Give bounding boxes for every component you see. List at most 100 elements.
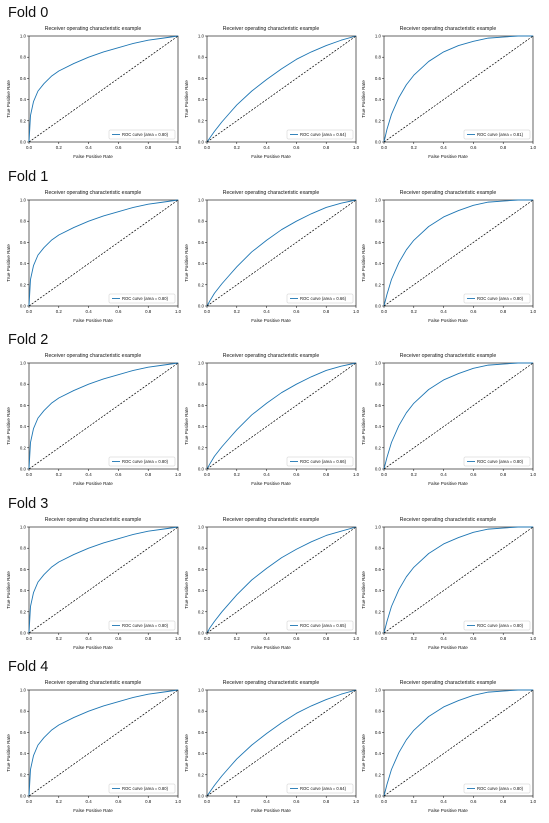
x-tick-label: 0.8 bbox=[500, 799, 507, 804]
roc-curve-line bbox=[28, 689, 179, 797]
y-tick-label: 0.0 bbox=[198, 467, 205, 472]
x-tick-label: 0.2 bbox=[411, 309, 418, 314]
y-tick-label: 1.0 bbox=[375, 688, 382, 693]
roc-panel: Receiver operating characteristic exampl… bbox=[361, 680, 537, 818]
plot-area: 0.0 0.2 0.4 0.6 0.8 1.0 0.0 0.2 0.4 0.6 0.8 1.0 ROC … bbox=[198, 361, 360, 478]
x-tick-label: 0.2 bbox=[56, 145, 63, 150]
y-tick-label: 1.0 bbox=[198, 361, 205, 366]
y-tick-label: 0.8 bbox=[20, 219, 27, 224]
plot-area: 0.0 0.2 0.4 0.6 0.8 1.0 0.0 0.2 0.4 0.6 0.8 1.0 ROC … bbox=[375, 198, 537, 315]
x-tick-label: 1.0 bbox=[353, 309, 360, 314]
x-tick-label: 0.4 bbox=[86, 309, 93, 314]
legend-label: ROC curve (area = 0.80) bbox=[122, 132, 169, 137]
y-tick-label: 0.8 bbox=[375, 55, 382, 60]
x-tick-label: 0.8 bbox=[323, 799, 330, 804]
x-tick-label: 0.2 bbox=[411, 472, 418, 477]
y-tick-label: 1.0 bbox=[198, 34, 205, 39]
x-tick-label: 0.0 bbox=[26, 636, 33, 641]
plot-area: 0.0 0.2 0.4 0.6 0.8 1.0 0.0 0.2 0.4 0.6 0.8 1.0 ROC … bbox=[375, 525, 537, 642]
y-tick-label: 0.6 bbox=[198, 567, 205, 572]
y-tick-label: 0.6 bbox=[198, 403, 205, 408]
chart-title: Receiver operating characteristic exampl… bbox=[399, 353, 497, 359]
y-tick-label: 0.2 bbox=[375, 118, 382, 123]
y-tick-label: 0.0 bbox=[198, 794, 205, 799]
x-tick-label: 0.2 bbox=[234, 636, 241, 641]
y-tick-label: 0.2 bbox=[375, 772, 382, 777]
x-axis-label: False Positive Rate bbox=[73, 645, 113, 650]
legend-label: ROC curve (area = 0.66) bbox=[300, 459, 347, 464]
chart-title: Receiver operating characteristic exampl… bbox=[399, 680, 497, 686]
y-tick-label: 1.0 bbox=[20, 198, 27, 203]
y-tick-label: 0.6 bbox=[198, 76, 205, 81]
chart-title: Receiver operating characteristic exampl… bbox=[44, 353, 142, 359]
roc-panel: Receiver operating characteristic exampl… bbox=[361, 517, 537, 655]
axes-frame bbox=[383, 689, 534, 797]
y-tick-label: 0.8 bbox=[198, 55, 205, 60]
y-tick-label: 0.8 bbox=[20, 546, 27, 551]
legend-box bbox=[463, 783, 531, 794]
roc-panel: Receiver operating characteristic exampl… bbox=[184, 517, 360, 655]
roc-curve-line bbox=[206, 362, 357, 470]
x-tick-label: 0.6 bbox=[115, 472, 122, 477]
axes-frame bbox=[383, 362, 534, 470]
y-tick-label: 0.8 bbox=[20, 709, 27, 714]
roc-curve-line bbox=[383, 199, 533, 307]
roc-curve-line bbox=[206, 689, 357, 797]
chart-title: Receiver operating characteristic exampl… bbox=[222, 26, 320, 32]
x-axis-label: False Positive Rate bbox=[73, 318, 113, 323]
roc-panel: Receiver operating characteristic exampl… bbox=[361, 190, 537, 328]
x-axis-label: False Positive Rate bbox=[251, 645, 291, 650]
x-tick-label: 0.4 bbox=[86, 472, 93, 477]
plot-area: 0.0 0.2 0.4 0.6 0.8 1.0 0.0 0.2 0.4 0.6 0.8 1.0 ROC … bbox=[375, 361, 537, 478]
y-tick-label: 0.2 bbox=[20, 445, 27, 450]
chart-title: Receiver operating characteristic exampl… bbox=[44, 680, 142, 686]
x-tick-label: 0.4 bbox=[86, 799, 93, 804]
y-tick-label: 1.0 bbox=[375, 198, 382, 203]
x-tick-label: 0.0 bbox=[381, 472, 388, 477]
y-tick-label: 1.0 bbox=[375, 361, 382, 366]
plot-area: 0.0 0.2 0.4 0.6 0.8 1.0 0.0 0.2 0.4 0.6 0.8 1.0 ROC … bbox=[20, 198, 182, 315]
x-tick-label: 0.4 bbox=[441, 799, 448, 804]
x-tick-label: 1.0 bbox=[530, 309, 537, 314]
roc-curve-line bbox=[383, 35, 533, 143]
legend-box bbox=[286, 129, 354, 140]
axes-frame bbox=[28, 526, 179, 634]
roc-panel: Receiver operating characteristic exampl… bbox=[184, 26, 360, 164]
chance-diagonal-line bbox=[383, 199, 534, 307]
roc-curve-line bbox=[206, 526, 357, 634]
axes-frame bbox=[206, 362, 357, 470]
plot-area: 0.0 0.2 0.4 0.6 0.8 1.0 0.0 0.2 0.4 0.6 0.8 1.0 ROC … bbox=[375, 688, 537, 805]
roc-panel: Receiver operating characteristic exampl… bbox=[6, 26, 182, 164]
y-tick-label: 0.4 bbox=[20, 424, 27, 429]
x-tick-label: 1.0 bbox=[353, 472, 360, 477]
roc-curve-line bbox=[28, 362, 179, 470]
x-tick-label: 0.0 bbox=[204, 636, 211, 641]
x-tick-label: 0.2 bbox=[234, 799, 241, 804]
fold-label: Fold 2 bbox=[8, 332, 49, 348]
axes-frame bbox=[28, 199, 179, 307]
chance-diagonal-line bbox=[206, 526, 357, 634]
x-tick-label: 0.8 bbox=[500, 472, 507, 477]
y-tick-label: 0.0 bbox=[198, 304, 205, 309]
x-tick-label: 0.8 bbox=[323, 636, 330, 641]
legend-label: ROC curve (area = 0.80) bbox=[477, 623, 524, 628]
x-tick-label: 0.6 bbox=[293, 799, 300, 804]
x-tick-label: 0.2 bbox=[411, 799, 418, 804]
y-tick-label: 0.0 bbox=[375, 631, 382, 636]
x-axis-label: False Positive Rate bbox=[73, 808, 113, 813]
y-tick-label: 0.2 bbox=[198, 282, 205, 287]
y-tick-label: 0.6 bbox=[20, 76, 27, 81]
chart-title: Receiver operating characteristic exampl… bbox=[44, 190, 142, 196]
y-tick-label: 0.0 bbox=[198, 140, 205, 145]
axes-frame bbox=[28, 362, 179, 470]
chart-title: Receiver operating characteristic exampl… bbox=[222, 517, 320, 523]
y-tick-label: 0.4 bbox=[20, 261, 27, 266]
y-tick-label: 0.2 bbox=[198, 445, 205, 450]
legend-box bbox=[108, 129, 176, 140]
x-tick-label: 0.4 bbox=[264, 472, 271, 477]
x-tick-label: 0.0 bbox=[381, 636, 388, 641]
chart-title: Receiver operating characteristic exampl… bbox=[44, 517, 142, 523]
x-tick-label: 0.8 bbox=[145, 145, 152, 150]
x-axis-label: False Positive Rate bbox=[428, 318, 468, 323]
y-tick-label: 1.0 bbox=[20, 34, 27, 39]
